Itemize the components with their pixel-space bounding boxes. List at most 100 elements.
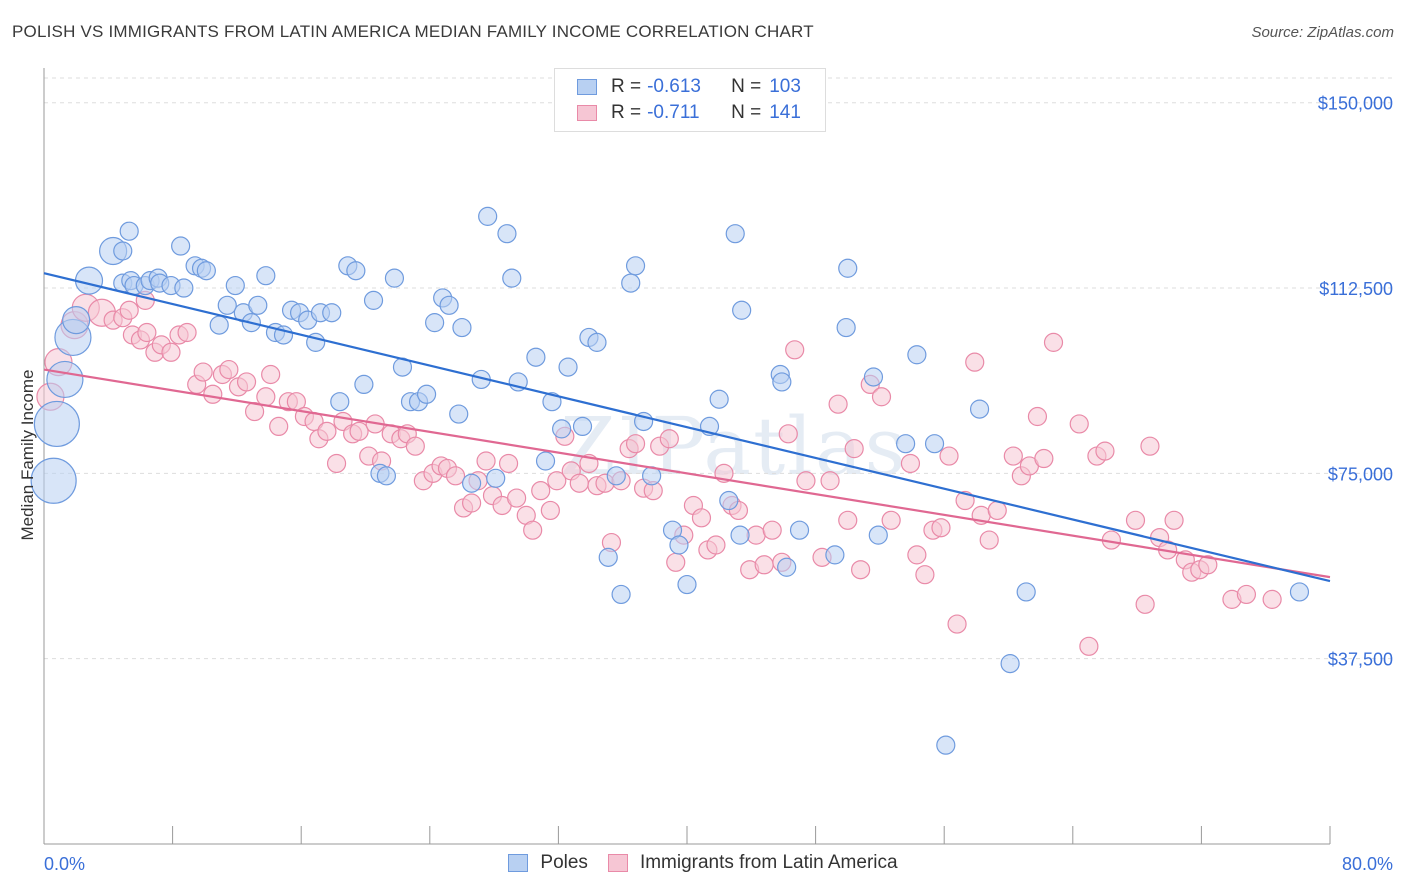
- poles-series: [30, 206, 1310, 755]
- poles-legend-label: Poles: [540, 852, 588, 873]
- latin-point: [137, 322, 157, 343]
- latin-point: [507, 488, 527, 508]
- latin-point: [939, 446, 959, 466]
- latin-point: [119, 300, 139, 320]
- poles-point: [725, 224, 745, 244]
- latin-point: [261, 364, 281, 385]
- poles-point: [611, 584, 631, 605]
- poles-point: [46, 360, 84, 399]
- latin-point: [828, 394, 848, 414]
- poles-point: [330, 392, 350, 412]
- poles-point: [384, 268, 405, 288]
- legend-n-label: N =: [731, 76, 762, 97]
- poles-point: [1000, 654, 1020, 674]
- latin-point: [540, 500, 560, 521]
- latin-point: [236, 372, 257, 392]
- latin-point: [1003, 446, 1023, 466]
- y-tick-label: $75,000: [1328, 464, 1393, 484]
- poles-point: [452, 317, 472, 338]
- latin-point: [569, 473, 589, 493]
- x-tick-label: 0.0%: [44, 854, 85, 874]
- latin-point: [498, 453, 519, 474]
- series-legend: Poles Immigrants from Latin America: [0, 852, 1406, 874]
- poles-point: [730, 525, 750, 545]
- poles-swatch: [577, 79, 597, 95]
- chart-title: POLISH VS IMMIGRANTS FROM LATIN AMERICA …: [12, 22, 814, 41]
- latin-point: [523, 520, 543, 540]
- trend-lines: [43, 272, 1331, 583]
- poles-point: [248, 295, 268, 315]
- poles-point: [572, 416, 593, 437]
- legend-r-value: -0.711: [647, 102, 700, 123]
- latin-point: [1027, 406, 1048, 427]
- poles-point: [502, 268, 522, 288]
- poles-point: [416, 384, 437, 404]
- latin-point: [979, 530, 999, 550]
- latin-point: [405, 436, 425, 456]
- latin-legend-swatch: [607, 854, 628, 872]
- poles-point: [30, 457, 77, 504]
- poles-point: [924, 434, 945, 454]
- legend-n-label: N =: [731, 102, 762, 123]
- poles-point: [174, 278, 194, 298]
- y-tick-label: $112,500: [1319, 279, 1393, 299]
- poles-point: [363, 290, 384, 310]
- poles-point: [535, 451, 556, 471]
- poles-point: [439, 295, 459, 315]
- latin-point: [625, 434, 646, 454]
- legend-row-latin: R = -0.711 N = 141: [577, 101, 801, 125]
- poles-point: [709, 389, 729, 409]
- latin-point: [987, 500, 1007, 521]
- latin-point: [531, 481, 551, 501]
- poles-point: [449, 404, 469, 424]
- latin-point: [445, 466, 466, 486]
- legend-n-value: 141: [769, 102, 801, 123]
- legend-r-value: -0.613: [647, 76, 701, 97]
- latin-point: [838, 510, 858, 530]
- poles-point: [425, 313, 445, 333]
- latin-point: [1198, 555, 1218, 575]
- latin-point: [193, 362, 213, 382]
- source-label: Source: ZipAtlas.com: [1251, 24, 1394, 41]
- poles-legend-swatch: [508, 854, 529, 872]
- latin-point: [965, 352, 985, 372]
- poles-point: [789, 520, 810, 540]
- poles-point: [907, 345, 927, 365]
- poles-point: [196, 261, 216, 281]
- poles-point: [896, 434, 916, 454]
- poles-point: [354, 374, 374, 394]
- poles-point: [497, 224, 517, 244]
- latin-point: [881, 510, 901, 530]
- poles-point: [587, 332, 607, 352]
- latin-point: [844, 439, 864, 459]
- poles-point: [322, 303, 342, 323]
- latin-point: [754, 555, 774, 575]
- poles-point: [558, 357, 578, 377]
- legend-row-poles: R = -0.613 N = 103: [577, 75, 801, 99]
- poles-point: [217, 295, 237, 315]
- axes: 0.0% 80.0%: [43, 68, 1393, 874]
- latin-trend-line: [43, 368, 1331, 579]
- poles-point: [461, 473, 482, 493]
- latin-point: [871, 387, 892, 407]
- latin-point: [1140, 436, 1160, 456]
- latin-point: [915, 565, 935, 585]
- poles-point: [606, 466, 626, 486]
- poles-point: [486, 468, 506, 488]
- poles-point: [209, 315, 229, 335]
- y-tick-labels: $37,500 $75,000 $112,500 $150,000: [1318, 94, 1393, 670]
- y-axis-label: Median Family Income: [18, 369, 37, 541]
- legend-item-latin: Immigrants from Latin America: [607, 852, 898, 874]
- latin-point: [746, 525, 766, 545]
- latin-point: [691, 508, 712, 528]
- poles-point: [225, 275, 245, 296]
- poles-point: [598, 547, 618, 567]
- latin-legend-label: Immigrants from Latin America: [639, 852, 898, 873]
- y-tick-label: $150,000: [1318, 94, 1393, 114]
- poles-point: [863, 367, 884, 387]
- poles-point: [772, 372, 792, 392]
- poles-point: [1016, 582, 1036, 602]
- latin-point: [659, 429, 679, 449]
- latin-point: [317, 421, 337, 441]
